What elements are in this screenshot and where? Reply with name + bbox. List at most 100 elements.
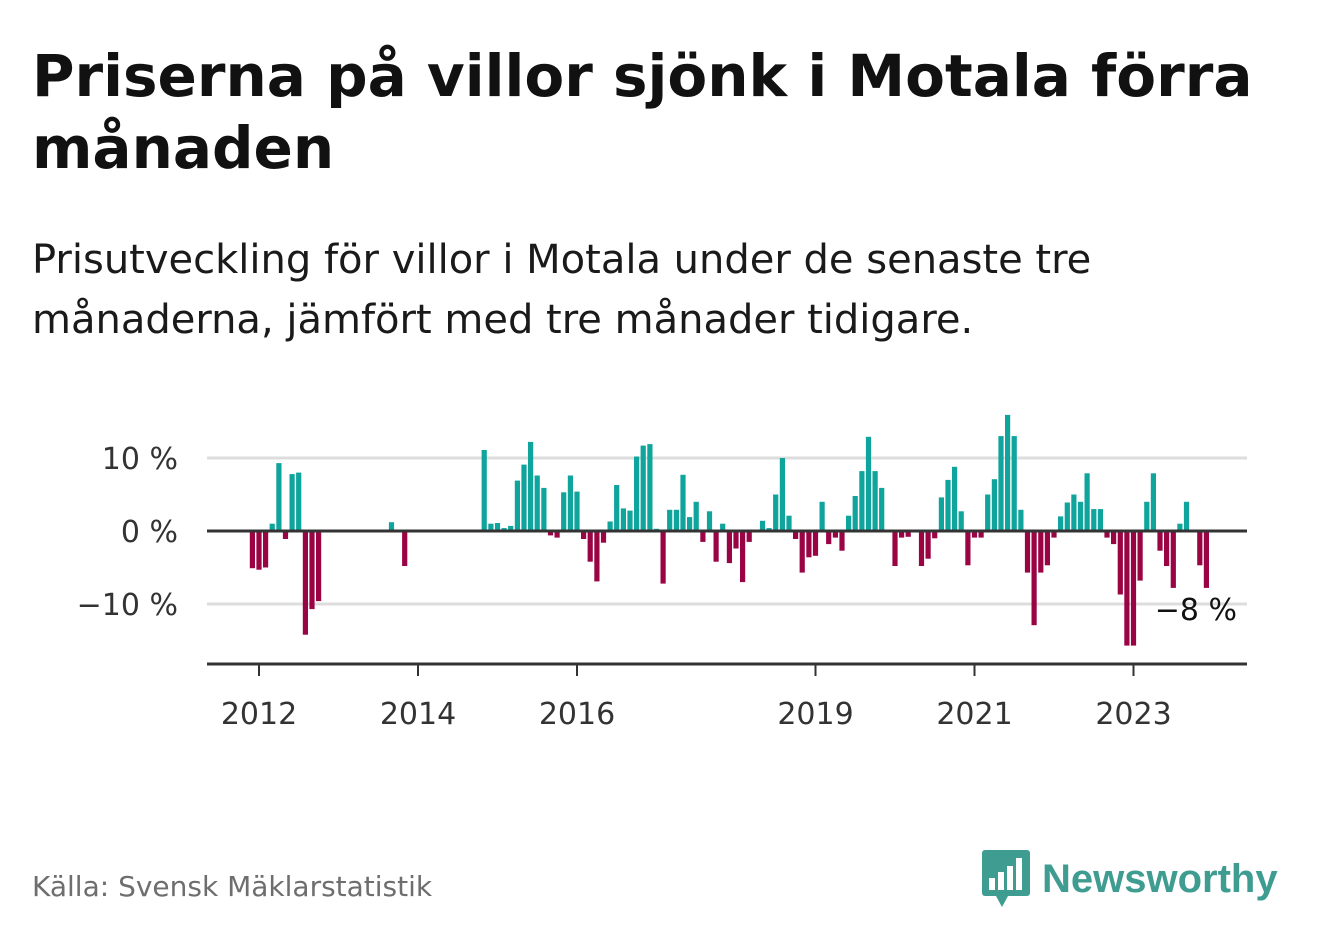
bar <box>826 531 832 545</box>
bar <box>640 445 646 531</box>
bar <box>925 531 931 559</box>
bar <box>607 521 613 531</box>
bar <box>958 511 964 531</box>
bar <box>673 509 679 531</box>
chart-subtitle: Prisutveckling för villor i Motala under… <box>32 237 1092 343</box>
bar <box>488 523 494 531</box>
bar <box>1051 531 1057 538</box>
bar <box>892 531 898 566</box>
bar <box>309 531 315 610</box>
bar <box>627 510 633 531</box>
bar <box>521 464 527 531</box>
bar <box>508 525 514 531</box>
bar <box>600 531 607 543</box>
bar <box>276 463 282 531</box>
bar <box>991 479 997 531</box>
bar <box>832 531 838 538</box>
newsworthy-logo: Newsworthy <box>982 850 1278 908</box>
bar <box>1097 509 1103 531</box>
bar <box>1130 531 1137 646</box>
bar <box>1111 531 1117 545</box>
bar <box>793 531 799 539</box>
bar <box>1177 523 1183 531</box>
bar <box>481 450 487 531</box>
bar <box>713 531 719 562</box>
axes <box>207 529 1247 676</box>
bar <box>534 475 540 531</box>
x-tick-label: 2019 <box>777 697 853 732</box>
bar <box>594 531 600 582</box>
bar <box>786 515 792 531</box>
bar <box>806 531 812 558</box>
bar-chart: 10 % 0 % −10 % 2012 2014 2016 2019 2021 2023 −8 % <box>77 414 1247 732</box>
bar <box>289 474 295 531</box>
bar <box>852 496 858 531</box>
bar <box>1031 531 1037 626</box>
bar <box>932 531 938 539</box>
bar <box>316 531 322 602</box>
bar <box>256 531 262 570</box>
y-tick-label: 0 % <box>121 515 178 550</box>
bar <box>554 531 560 538</box>
bar <box>918 531 925 566</box>
bar <box>1150 473 1156 531</box>
bar <box>1117 531 1123 595</box>
bar <box>971 531 978 538</box>
bar <box>514 480 520 531</box>
bar <box>494 523 501 531</box>
bar <box>687 517 693 531</box>
x-tick-label: 2016 <box>539 697 615 732</box>
bar <box>1024 531 1031 573</box>
y-tick-label: 10 % <box>102 442 178 477</box>
bar <box>1071 494 1077 531</box>
bar <box>1064 502 1070 531</box>
bar <box>647 444 653 531</box>
bar <box>388 522 395 531</box>
bar <box>952 466 958 531</box>
bar <box>872 471 878 531</box>
bar <box>799 531 805 573</box>
bar <box>1197 531 1203 566</box>
bar <box>547 531 554 536</box>
bar <box>720 523 726 531</box>
bar <box>700 531 706 542</box>
bar <box>746 531 752 542</box>
bar <box>865 436 872 531</box>
x-tick-label: 2023 <box>1095 697 1171 732</box>
bar <box>945 479 951 531</box>
bar <box>859 471 865 531</box>
bar <box>660 531 666 584</box>
bar <box>1164 531 1170 566</box>
bar <box>1011 436 1017 531</box>
x-tick-label: 2021 <box>936 697 1012 732</box>
bar <box>634 456 640 531</box>
bar <box>846 515 852 531</box>
x-tick-label: 2014 <box>380 697 456 732</box>
y-tick-label: −10 % <box>77 588 178 623</box>
bar <box>574 491 580 531</box>
bar <box>249 531 255 569</box>
bar <box>819 501 825 531</box>
x-tick-label: 2012 <box>221 697 297 732</box>
bar <box>1203 531 1209 588</box>
bar <box>302 531 308 635</box>
bar <box>667 509 673 531</box>
bar <box>1157 531 1163 551</box>
bar <box>740 531 746 583</box>
bar <box>1091 509 1097 531</box>
bar <box>1018 509 1024 531</box>
bar <box>779 458 785 531</box>
bar <box>759 520 766 531</box>
bar <box>1137 531 1143 581</box>
bar <box>998 436 1004 531</box>
last-value-label: −8 % <box>1155 593 1237 628</box>
bar <box>905 531 911 537</box>
bar <box>1084 473 1090 531</box>
bar <box>706 511 713 531</box>
bar <box>1124 531 1130 646</box>
source-note: Källa: Svensk Mäklarstatistik <box>32 870 433 903</box>
bar-chart-logo-icon <box>982 850 1030 907</box>
bar <box>614 485 620 531</box>
bar <box>561 492 567 531</box>
bars <box>249 414 1209 646</box>
